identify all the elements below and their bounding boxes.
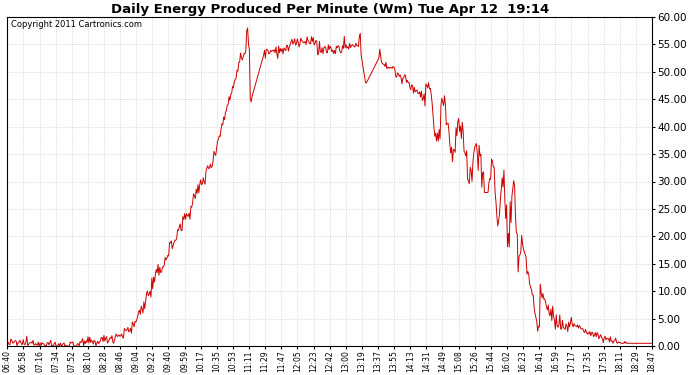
Text: Copyright 2011 Cartronics.com: Copyright 2011 Cartronics.com [10,20,141,29]
Title: Daily Energy Produced Per Minute (Wm) Tue Apr 12  19:14: Daily Energy Produced Per Minute (Wm) Tu… [110,3,549,16]
